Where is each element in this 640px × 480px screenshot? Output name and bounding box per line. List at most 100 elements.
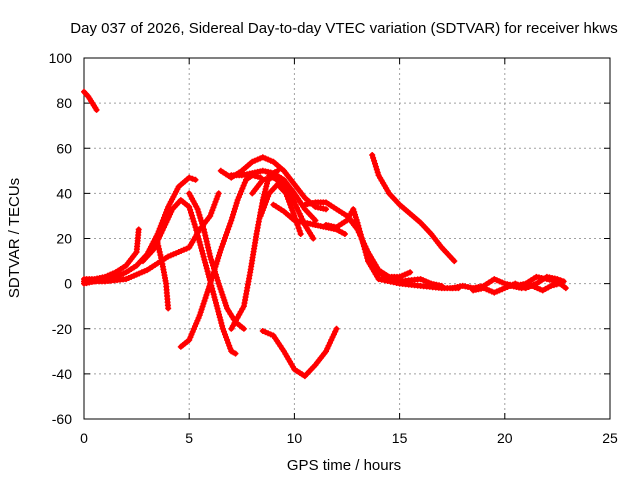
data-point-marker xyxy=(553,281,560,288)
data-point-marker xyxy=(197,241,204,248)
data-point-marker xyxy=(240,325,247,332)
data-point-marker xyxy=(227,220,234,227)
data-point-marker xyxy=(200,300,207,307)
data-point-marker xyxy=(451,258,458,265)
data-point-marker xyxy=(198,217,205,224)
data-point-marker xyxy=(190,218,197,225)
y-tick-label: 0 xyxy=(64,276,72,292)
data-point-marker xyxy=(240,182,247,189)
data-point-marker xyxy=(201,297,208,304)
data-series xyxy=(81,88,569,380)
data-point-marker xyxy=(288,204,295,211)
data-point-marker xyxy=(356,230,363,237)
data-point-marker xyxy=(556,280,563,287)
data-point-marker xyxy=(263,198,269,205)
data-point-marker xyxy=(230,211,237,218)
data-point-marker xyxy=(210,269,217,276)
data-point-marker xyxy=(372,160,378,167)
data-point-marker xyxy=(208,210,215,217)
data-point-marker xyxy=(232,202,239,209)
data-point-marker xyxy=(355,227,362,234)
x-tick-label: 15 xyxy=(392,430,408,446)
x-tick-labels: 0 5 10 15 20 25 xyxy=(80,430,618,446)
data-point-marker xyxy=(223,232,229,239)
data-point-marker xyxy=(209,275,215,281)
data-point-marker xyxy=(216,311,222,318)
y-tick-label: 80 xyxy=(56,95,72,111)
data-point-marker xyxy=(202,259,209,266)
data-point-marker xyxy=(195,236,202,242)
data-point-marker xyxy=(212,297,219,303)
data-point-marker xyxy=(310,235,317,242)
data-point-marker xyxy=(232,350,239,357)
data-point-marker xyxy=(199,220,206,227)
data-point-marker xyxy=(199,303,206,310)
data-point-marker xyxy=(219,322,226,329)
data-point-marker xyxy=(209,272,216,279)
data-point-marker xyxy=(93,106,100,113)
data-point-marker xyxy=(560,278,567,285)
y-tick-labels: -60 -40 -20 0 20 40 60 80 100 xyxy=(49,50,73,427)
data-point-marker xyxy=(286,198,293,205)
data-point-marker xyxy=(285,196,292,202)
data-point-marker xyxy=(190,326,197,332)
data-point-marker xyxy=(207,212,214,219)
data-point-marker xyxy=(213,196,220,202)
data-point-marker xyxy=(203,292,210,299)
data-point-marker xyxy=(199,247,205,254)
data-point-marker xyxy=(225,339,232,346)
data-point-marker xyxy=(357,233,364,239)
x-tick-label: 5 xyxy=(185,430,193,446)
data-point-marker xyxy=(211,294,218,301)
data-point-marker xyxy=(438,282,445,289)
data-point-marker xyxy=(265,193,272,200)
data-point-marker xyxy=(362,247,369,254)
data-point-marker xyxy=(135,226,142,233)
data-point-marker xyxy=(192,224,199,231)
y-tick-label: 40 xyxy=(56,185,72,201)
data-point-marker xyxy=(205,271,212,278)
data-point-marker xyxy=(186,203,193,210)
data-point-marker xyxy=(220,294,227,301)
data-point-marker xyxy=(214,305,221,312)
data-point-marker xyxy=(170,251,177,258)
data-point-marker xyxy=(208,277,215,284)
data-point-marker xyxy=(200,223,206,230)
data-point-marker xyxy=(208,256,215,263)
data-point-marker xyxy=(214,258,221,265)
data-point-marker xyxy=(226,223,233,230)
series-arc-plateau-4 xyxy=(344,212,445,289)
data-point-marker xyxy=(220,328,227,335)
data-point-marker xyxy=(241,179,248,186)
data-point-marker xyxy=(205,286,212,293)
data-point-marker xyxy=(209,259,216,266)
x-tick-label: 10 xyxy=(287,430,303,446)
x-axis-label: GPS time / hours xyxy=(287,457,401,474)
series-arc-evening-decay xyxy=(369,152,458,265)
data-point-marker xyxy=(407,269,414,276)
series-arc-mid-hump xyxy=(150,197,239,357)
data-point-marker xyxy=(224,337,231,343)
data-point-marker xyxy=(212,263,219,270)
x-tick-label: 25 xyxy=(602,430,618,446)
data-point-marker xyxy=(215,190,222,197)
data-point-marker xyxy=(358,236,365,242)
data-point-marker xyxy=(289,207,296,214)
grid xyxy=(84,58,610,419)
series-arc-mid-cross xyxy=(177,172,264,350)
data-point-marker xyxy=(209,207,216,214)
data-point-marker xyxy=(198,244,205,251)
data-point-marker xyxy=(199,250,206,257)
data-point-marker xyxy=(372,163,379,170)
data-point-marker xyxy=(222,235,228,241)
data-point-marker xyxy=(165,305,172,312)
data-point-marker xyxy=(216,249,223,256)
data-point-marker xyxy=(260,204,267,211)
data-point-marker xyxy=(225,226,232,233)
data-point-marker xyxy=(219,325,226,332)
data-point-marker xyxy=(257,212,264,219)
data-point-marker xyxy=(197,214,204,221)
data-point-marker xyxy=(157,252,164,258)
y-tick-label: -20 xyxy=(52,321,72,337)
data-point-marker xyxy=(284,193,290,200)
